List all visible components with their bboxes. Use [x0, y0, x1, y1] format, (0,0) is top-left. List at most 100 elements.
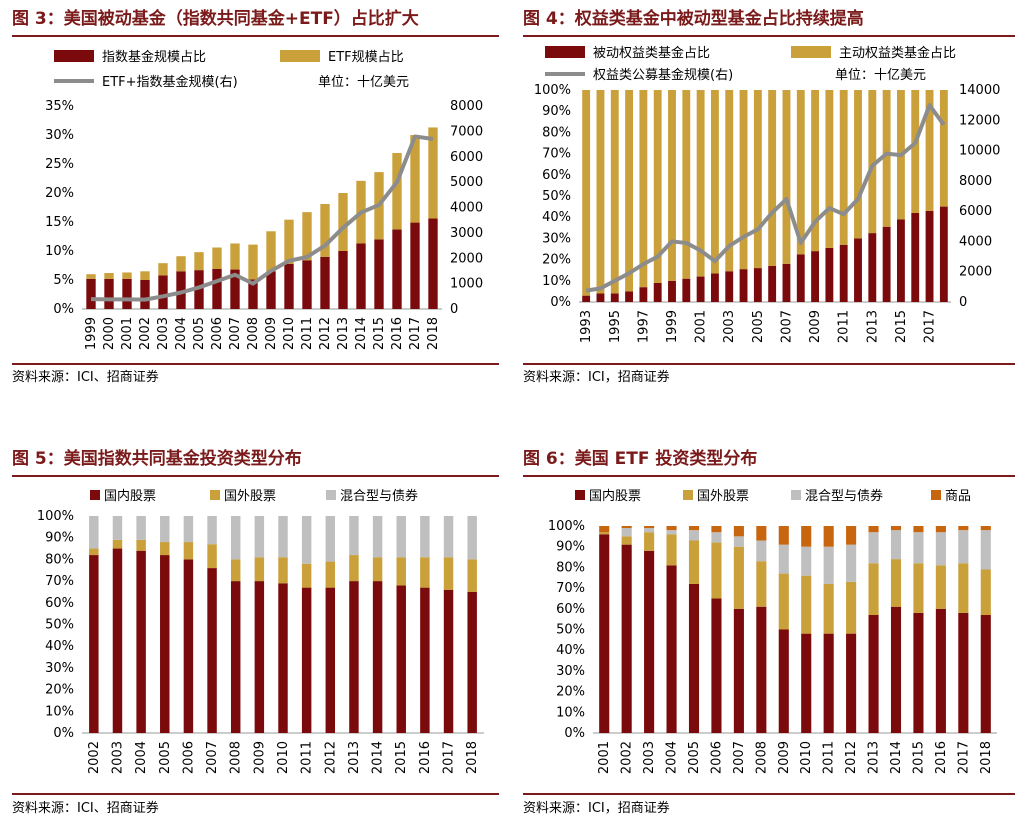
y-tick-label: 60%	[45, 596, 74, 611]
bar-segment	[621, 544, 632, 733]
y-right-tick-label: 12000	[959, 113, 1000, 128]
bar-segment	[778, 629, 789, 733]
bar-segment	[768, 90, 777, 266]
x-tick-label: 2013	[347, 741, 362, 774]
x-tick-label: 2012	[318, 317, 333, 350]
figure-4-legend: 被动权益类基金占比 主动权益类基金占比 权益类公募基金规模(右) 单位：十亿美元	[545, 45, 956, 83]
bar-segment	[868, 90, 877, 234]
x-tick-label: 2010	[282, 317, 297, 350]
bar-segment	[682, 278, 691, 302]
bar-segment	[846, 544, 857, 582]
bar-segment	[644, 532, 655, 551]
bar-segment	[801, 575, 812, 634]
legend-label-commodity: 商品	[945, 489, 971, 504]
bar-segment	[896, 219, 905, 302]
x-tick-label: 2006	[709, 741, 724, 774]
bar-segment	[825, 247, 834, 302]
x-tick-label: 2007	[779, 310, 794, 343]
figure-6-plot-area: 0% 10% 20% 30% 40% 50% 60% 70% 80% 90% 100% 2001 200…	[548, 519, 997, 774]
x-tick-label: 2001	[597, 741, 612, 774]
bar-segment	[140, 271, 150, 280]
x-tick-label: 2005	[192, 317, 207, 350]
bar-segment	[194, 270, 204, 309]
bar-segment	[733, 546, 744, 609]
bar-segment	[854, 90, 862, 239]
bar-segment	[278, 557, 288, 584]
bar-segment	[183, 542, 194, 560]
legend-label-equity-aum-line: 权益类公募基金规模(右)	[593, 67, 733, 83]
y-tick-label: 100%	[37, 509, 74, 524]
figure-5-bottom-rule	[12, 793, 499, 795]
bar-segment	[89, 548, 99, 556]
x-tick-label: 2018	[979, 741, 994, 774]
bar-segment	[980, 526, 991, 531]
bar-segment	[349, 516, 359, 556]
bar-segment	[254, 557, 265, 582]
y-tick-label: 70%	[542, 147, 571, 162]
bar-segment	[136, 516, 146, 540]
y-tick-label: 100%	[534, 83, 571, 98]
y-right-tick-label: 0	[959, 295, 967, 310]
figure-6-legend: 国内股票 国外股票 混合型与债券 商品	[575, 488, 971, 504]
bar-segment	[890, 530, 902, 560]
bar-segment	[610, 90, 619, 294]
y-right-tick-label: 1000	[450, 277, 483, 292]
bar-segment	[248, 244, 258, 280]
bar-segment	[212, 268, 222, 309]
bar-segment	[935, 526, 946, 533]
y-tick-label: 30%	[45, 128, 74, 143]
bar-segment	[467, 516, 477, 560]
bar-segment	[599, 534, 610, 733]
x-tick-label: 2006	[210, 317, 225, 350]
bar-segment	[301, 516, 312, 564]
y-right-tick-label: 8000	[450, 99, 483, 114]
bar-segment	[207, 568, 217, 733]
bar-segment	[778, 526, 789, 545]
bar-segment	[212, 247, 222, 269]
x-tick-label: 2008	[754, 741, 769, 774]
x-tick-label: 2016	[934, 741, 949, 774]
bar-segment	[396, 585, 406, 733]
bar-segment	[112, 539, 123, 549]
y-tick-label: 10%	[45, 704, 74, 719]
y-tick-label: 80%	[556, 560, 585, 575]
bar-segment	[710, 90, 719, 274]
bar-segment	[136, 539, 146, 551]
bar-segment	[320, 256, 330, 309]
bar-segment	[958, 530, 969, 564]
bar-segment	[711, 542, 722, 599]
figure-6-source: 资料来源：ICI，招商证券	[523, 801, 670, 816]
x-tick-label: 2001	[120, 317, 135, 350]
x-tick-label: 2003	[156, 317, 171, 350]
x-tick-label: 2013	[336, 317, 351, 350]
bar-segment	[302, 212, 312, 261]
x-tick-label: 2015	[894, 310, 909, 343]
bar-segment	[420, 587, 430, 733]
y-tick-label: 70%	[556, 581, 585, 596]
y-tick-label: 0%	[53, 726, 74, 741]
bar-segment	[868, 526, 879, 533]
y-tick-label: 100%	[548, 519, 585, 534]
y-tick-label: 0%	[564, 726, 585, 741]
bar-segment	[467, 559, 477, 592]
unit-label: 单位：十亿美元	[318, 75, 409, 90]
figure-6-top-rule	[523, 475, 1015, 477]
bar-segment	[935, 565, 946, 609]
y-tick-label: 60%	[556, 602, 585, 617]
figure-5-source: 资料来源：ICI、招商证券	[12, 801, 159, 816]
y-tick-label: 20%	[542, 253, 571, 268]
legend-swatch-index-share	[54, 50, 94, 62]
x-tick-label: 2003	[642, 741, 657, 774]
y-tick-label: 30%	[542, 231, 571, 246]
bar-segment	[420, 516, 430, 558]
y-right-tick-label: 4000	[450, 201, 483, 216]
bar-segment	[183, 559, 194, 733]
y-right-tick-label: 5000	[450, 175, 483, 190]
bar-segment	[823, 546, 834, 584]
bar-segment	[768, 265, 777, 302]
bar-segment	[467, 591, 477, 733]
x-tick-label: 2016	[390, 317, 405, 350]
figure-4-source: 资料来源：ICI，招商证券	[523, 370, 670, 385]
bar-segment	[392, 152, 402, 230]
bar-segment	[443, 516, 454, 558]
